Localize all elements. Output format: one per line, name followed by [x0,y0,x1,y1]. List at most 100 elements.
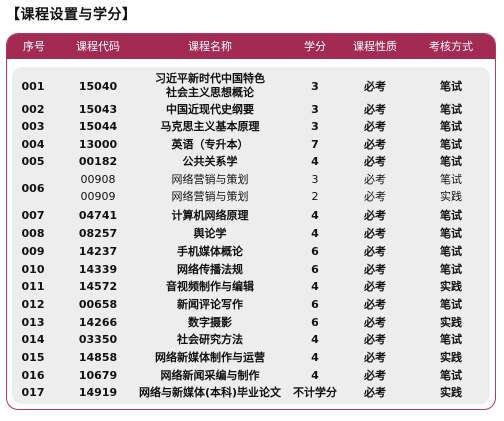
cell-course-type: 必考 [364,138,386,151]
header-course-name: 课程名称 [188,40,232,53]
cell-exam-method: 笔试 [440,103,462,116]
cell-credit: 4 [311,227,319,240]
cell-course-code: 15043 [78,103,118,116]
cell-course-name: 网络营销与策划 [171,190,249,203]
cell-course-code: 14572 [78,280,118,293]
cell-exam-method: 实践 [440,280,462,293]
cell-exam-method: 笔试 [440,138,462,151]
cell-exam-method: 笔试 [440,263,462,276]
cell-course-name: 新闻评论写作 [177,298,243,311]
cell-index: 008 [21,227,45,240]
cell-course-name: 习近平新时代中国特色 [155,72,265,85]
cell-course-type: 必考 [364,280,386,293]
cell-exam-method: 笔试 [440,369,462,382]
cell-course-code: 00182 [78,155,118,168]
cell-course-type: 必考 [364,120,386,133]
cell-course-code: 14266 [78,316,118,329]
cell-exam-method: 实践 [440,386,462,399]
cell-credit: 不计学分 [293,386,337,399]
header-course-type: 课程性质 [353,40,397,53]
cell-exam-method: 实践 [440,190,462,203]
cell-index: 012 [21,298,45,311]
cell-course-type: 必考 [364,316,386,329]
cell-course-code: 14237 [78,245,118,258]
cell-credit: 3 [311,173,319,186]
header-index: 序号 [23,40,45,53]
header-credit: 学分 [304,40,326,53]
cell-index: 006 [21,182,45,195]
cell-course-name: 网络新媒体制作与运营 [155,351,265,364]
header-course-code: 课程代码 [76,40,120,53]
cell-exam-method: 实践 [440,351,462,364]
cell-course-name: 社会主义思想概论 [166,86,254,99]
cell-credit: 4 [311,351,319,364]
cell-course-name: 计算机网络原理 [171,209,249,222]
cell-course-name: 数字摄影 [188,316,232,329]
cell-course-name: 中国近现代史纲要 [166,103,254,116]
cell-course-name: 网络与新媒体(本科)毕业论文 [138,386,282,399]
cell-exam-method: 笔试 [440,173,462,186]
cell-index: 014 [21,333,45,346]
cell-course-type: 必考 [364,263,386,276]
cell-course-type: 必考 [364,173,386,186]
cell-credit: 4 [311,280,319,293]
cell-credit: 2 [311,190,319,203]
cell-course-name: 手机媒体概论 [177,245,243,258]
cell-course-name: 社会研究方法 [177,333,243,346]
cell-course-code: 14919 [78,386,118,399]
table-body: 001 15040 习近平新时代中国特色 社会主义思想概论 3 必考 笔试 002 15043 中… [12,67,490,404]
cell-exam-method: 笔试 [440,155,462,168]
cell-exam-method: 笔试 [440,333,462,346]
cell-course-type: 必考 [364,103,386,116]
cell-course-code: 03350 [78,333,118,346]
cell-course-type: 必考 [364,155,386,168]
cell-index: 015 [21,351,45,364]
cell-course-type: 必考 [364,351,386,364]
cell-course-code: 00908 [80,173,116,186]
cell-index: 009 [21,245,45,258]
cell-course-name: 音视频制作与编辑 [166,280,254,293]
cell-index: 016 [21,369,45,382]
cell-course-code: 00909 [80,190,116,203]
cell-index: 003 [21,120,45,133]
cell-index: 011 [21,280,45,293]
cell-index: 005 [21,155,45,168]
cell-course-code: 14339 [78,263,118,276]
cell-course-code: 13000 [78,138,118,151]
cell-credit: 6 [311,263,319,276]
cell-course-name: 公共关系学 [182,155,238,168]
cell-index: 002 [21,103,45,116]
cell-credit: 7 [311,138,319,151]
cell-course-type: 必考 [364,298,386,311]
cell-course-name: 马克思主义基本原理 [160,120,260,133]
cell-course-code: 15040 [78,80,118,93]
cell-course-name: 舆论学 [193,227,227,240]
cell-course-code: 15044 [78,120,118,133]
cell-index: 010 [21,263,45,276]
cell-course-code: 04741 [78,209,118,222]
cell-credit: 3 [311,103,319,116]
cell-credit: 3 [311,80,319,93]
cell-course-type: 必考 [364,333,386,346]
cell-course-type: 必考 [364,227,386,240]
cell-credit: 3 [311,120,319,133]
cell-index: 013 [21,316,45,329]
cell-course-type: 必考 [364,209,386,222]
course-table: 序号 课程代码 课程名称 学分 课程性质 考核方式 001 15040 习近平新时代… [6,33,496,410]
cell-exam-method: 笔试 [440,298,462,311]
cell-course-name: 网络营销与策划 [171,173,249,186]
cell-index: 004 [21,138,45,151]
cell-course-type: 必考 [364,386,386,399]
cell-credit: 4 [311,209,319,222]
cell-course-type: 必考 [364,190,386,203]
cell-credit: 6 [311,316,319,329]
page-title: 【课程设置与学分】 [6,7,137,23]
cell-course-type: 必考 [364,369,386,382]
cell-exam-method: 笔试 [440,245,462,258]
cell-exam-method: 笔试 [440,227,462,240]
cell-course-type: 必考 [364,245,386,258]
cell-exam-method: 笔试 [440,209,462,222]
cell-exam-method: 笔试 [440,80,462,93]
cell-credit: 4 [311,333,319,346]
cell-course-name: 网络新闻采编与制作 [160,369,260,382]
